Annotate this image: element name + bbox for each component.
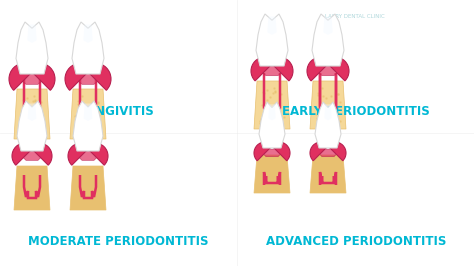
Polygon shape — [263, 148, 282, 157]
Polygon shape — [310, 155, 346, 193]
Polygon shape — [310, 81, 346, 129]
Wedge shape — [68, 143, 90, 165]
Polygon shape — [323, 16, 333, 35]
Polygon shape — [14, 89, 50, 139]
Polygon shape — [324, 104, 332, 120]
Wedge shape — [27, 63, 55, 90]
Polygon shape — [70, 166, 106, 210]
Polygon shape — [78, 149, 99, 160]
Polygon shape — [17, 101, 47, 151]
Polygon shape — [261, 64, 283, 76]
Wedge shape — [310, 142, 329, 161]
Polygon shape — [267, 16, 277, 35]
Polygon shape — [27, 24, 36, 43]
Wedge shape — [30, 143, 52, 165]
Wedge shape — [12, 143, 34, 165]
Wedge shape — [271, 142, 290, 161]
Polygon shape — [20, 71, 44, 84]
Wedge shape — [254, 142, 273, 161]
Polygon shape — [317, 64, 339, 76]
Wedge shape — [327, 142, 346, 161]
Polygon shape — [84, 103, 92, 121]
Polygon shape — [14, 166, 50, 210]
Polygon shape — [319, 148, 337, 157]
Polygon shape — [27, 103, 36, 121]
Polygon shape — [312, 14, 344, 66]
Polygon shape — [72, 22, 104, 74]
Polygon shape — [73, 101, 103, 151]
Polygon shape — [254, 81, 290, 129]
Polygon shape — [16, 22, 48, 74]
Wedge shape — [251, 57, 275, 81]
Wedge shape — [84, 63, 111, 90]
Polygon shape — [315, 102, 341, 148]
Wedge shape — [65, 63, 92, 90]
Text: ADVANCED PERIODONTITIS: ADVANCED PERIODONTITIS — [266, 235, 446, 248]
Wedge shape — [9, 63, 36, 90]
Polygon shape — [256, 14, 288, 66]
Text: GINGIVITIS: GINGIVITIS — [82, 105, 155, 118]
Wedge shape — [325, 57, 349, 81]
Polygon shape — [268, 104, 276, 120]
Text: LASRY DENTAL CLINIC: LASRY DENTAL CLINIC — [325, 14, 385, 19]
Polygon shape — [21, 149, 43, 160]
Polygon shape — [83, 24, 92, 43]
Wedge shape — [307, 57, 331, 81]
Polygon shape — [76, 71, 100, 84]
Polygon shape — [70, 89, 106, 139]
Text: MODERATE PERIODONTITIS: MODERATE PERIODONTITIS — [28, 235, 208, 248]
Polygon shape — [259, 102, 285, 148]
Wedge shape — [269, 57, 293, 81]
Text: EARLY PERIODONTITIS: EARLY PERIODONTITIS — [282, 105, 430, 118]
Wedge shape — [86, 143, 108, 165]
Polygon shape — [254, 155, 290, 193]
